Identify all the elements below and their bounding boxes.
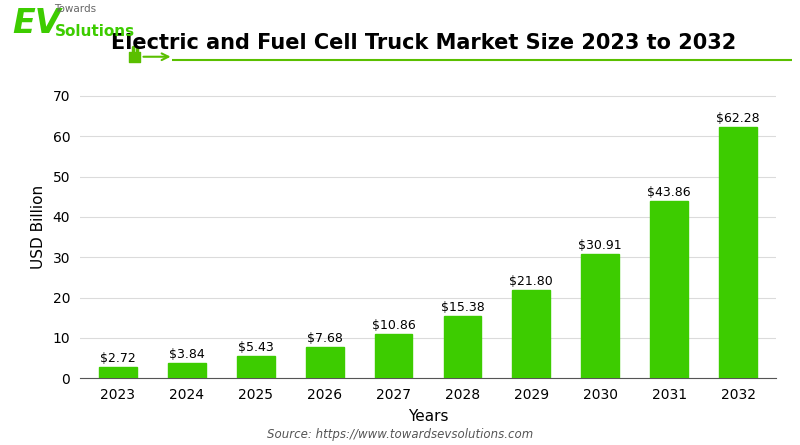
Text: $15.38: $15.38 bbox=[441, 301, 484, 314]
Bar bbox=[168, 363, 206, 378]
Bar bbox=[650, 201, 688, 378]
Text: $2.72: $2.72 bbox=[100, 352, 136, 365]
Bar bbox=[374, 335, 413, 378]
Text: $7.68: $7.68 bbox=[306, 332, 342, 345]
Text: $30.91: $30.91 bbox=[578, 239, 622, 251]
Bar bbox=[582, 254, 619, 378]
Bar bbox=[443, 316, 482, 378]
Text: Source: https://www.towardsevsolutions.com: Source: https://www.towardsevsolutions.c… bbox=[267, 428, 533, 441]
Text: $21.80: $21.80 bbox=[510, 275, 554, 288]
Text: $5.43: $5.43 bbox=[238, 341, 274, 354]
Bar bbox=[237, 356, 274, 378]
Text: $10.86: $10.86 bbox=[372, 320, 415, 332]
Bar bbox=[306, 347, 343, 378]
Text: $3.84: $3.84 bbox=[169, 348, 205, 361]
Bar bbox=[719, 127, 757, 378]
Y-axis label: USD Billion: USD Billion bbox=[30, 185, 46, 269]
Text: Electric and Fuel Cell Truck Market Size 2023 to 2032: Electric and Fuel Cell Truck Market Size… bbox=[111, 33, 737, 53]
Text: Solutions: Solutions bbox=[54, 24, 134, 40]
X-axis label: Years: Years bbox=[408, 409, 448, 424]
Bar bbox=[99, 367, 137, 378]
Text: Towards: Towards bbox=[54, 4, 97, 14]
Bar bbox=[513, 290, 550, 378]
Text: $62.28: $62.28 bbox=[716, 112, 760, 125]
Text: EV: EV bbox=[12, 7, 61, 40]
Text: $43.86: $43.86 bbox=[647, 186, 691, 199]
